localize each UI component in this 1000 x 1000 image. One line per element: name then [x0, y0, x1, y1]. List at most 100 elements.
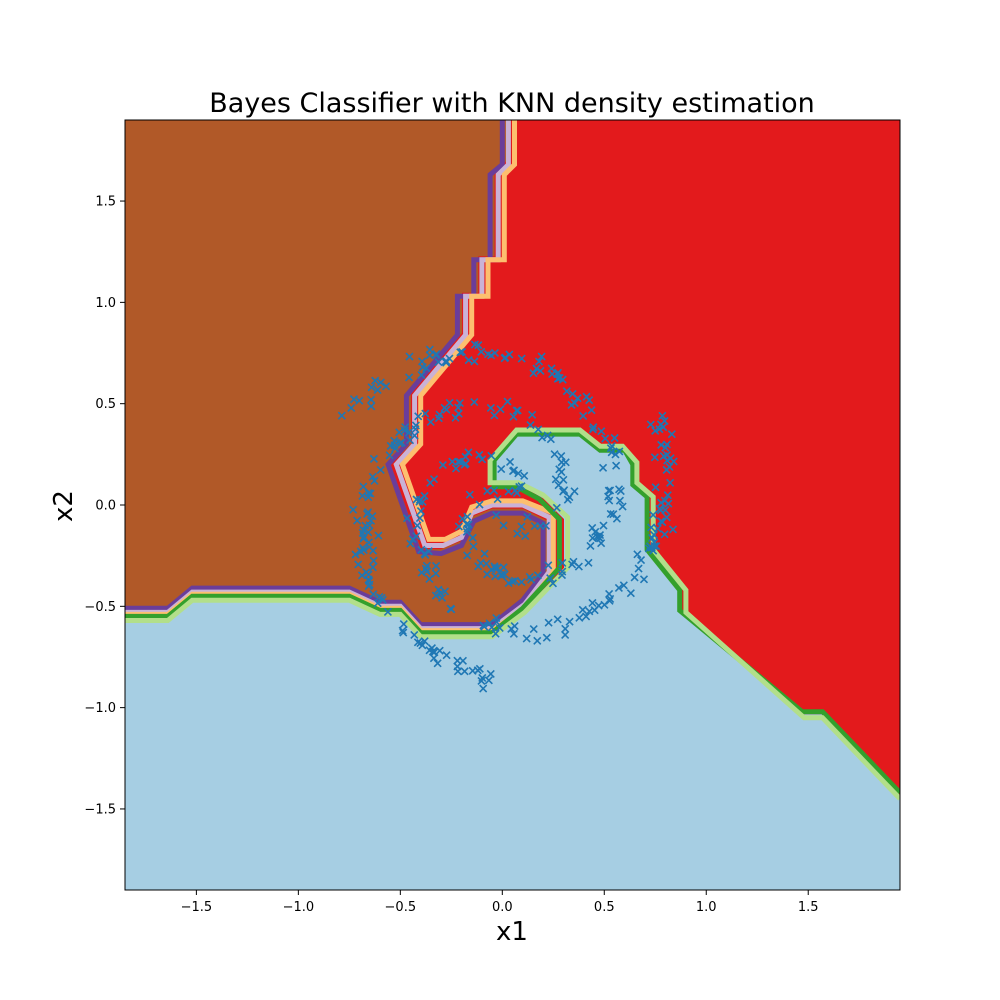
data-point	[431, 569, 440, 578]
data-point	[347, 403, 356, 413]
data-point	[510, 622, 519, 631]
data-point	[555, 465, 564, 474]
data-point	[497, 570, 506, 579]
data-point	[477, 347, 486, 356]
data-point	[534, 357, 544, 366]
data-point	[660, 530, 669, 539]
data-point	[417, 568, 426, 577]
data-point	[349, 395, 359, 404]
data-point	[484, 676, 493, 685]
y-tick-label: 1.0	[95, 296, 116, 311]
data-point	[650, 542, 659, 551]
data-point	[491, 629, 500, 638]
data-point	[558, 567, 567, 576]
data-point	[610, 433, 619, 443]
data-point	[599, 521, 608, 530]
data-point	[662, 440, 671, 449]
data-point	[669, 457, 678, 466]
data-point	[371, 376, 380, 385]
data-point	[528, 410, 537, 419]
data-point	[662, 513, 671, 522]
data-point	[485, 619, 494, 628]
data-point	[369, 454, 378, 463]
data-point	[509, 412, 518, 421]
data-point	[405, 352, 414, 361]
data-point	[652, 542, 661, 551]
data-point	[533, 571, 542, 580]
decision-regions	[125, 120, 900, 890]
data-point	[546, 435, 555, 444]
data-point	[408, 535, 417, 544]
data-point	[517, 522, 526, 531]
data-point	[497, 465, 506, 474]
x-axis-label: x1	[496, 917, 528, 947]
data-point	[578, 605, 587, 614]
x-tick-label: −1.0	[283, 900, 315, 915]
data-point	[455, 457, 464, 466]
data-point	[666, 478, 675, 487]
data-point	[429, 654, 438, 663]
data-point	[525, 572, 534, 582]
data-point	[421, 550, 430, 559]
data-point	[533, 636, 542, 645]
data-point	[425, 574, 434, 584]
data-point	[432, 561, 441, 570]
data-point	[649, 510, 658, 519]
data-point	[463, 512, 472, 521]
data-point	[503, 397, 512, 406]
data-point	[508, 577, 517, 586]
data-point	[547, 364, 556, 373]
y-tick-label: −1.0	[84, 701, 116, 716]
data-point	[404, 428, 413, 437]
data-point	[357, 571, 367, 580]
data-point	[492, 511, 501, 520]
y-tick-label: 0.5	[95, 397, 116, 412]
data-point	[442, 651, 451, 660]
data-point	[429, 475, 439, 484]
data-point	[553, 615, 562, 624]
data-point	[399, 628, 408, 637]
data-point	[479, 684, 488, 693]
data-point	[495, 623, 504, 632]
data-point	[651, 483, 660, 492]
data-point	[586, 541, 595, 550]
data-point	[521, 532, 530, 541]
data-point	[605, 589, 614, 599]
data-point	[552, 503, 561, 512]
data-point	[509, 629, 518, 638]
data-point	[565, 617, 574, 626]
data-point	[433, 659, 442, 668]
data-point	[651, 426, 660, 435]
data-point	[435, 410, 444, 419]
data-point	[618, 502, 627, 511]
data-point	[434, 358, 443, 367]
data-point	[656, 517, 666, 526]
x-tick-label: 0.5	[594, 900, 615, 915]
data-point	[501, 353, 510, 362]
data-point	[513, 529, 522, 538]
data-point	[619, 581, 628, 590]
data-point	[487, 451, 496, 460]
data-point	[376, 465, 385, 475]
data-point	[460, 460, 469, 469]
data-point	[386, 441, 395, 451]
data-point	[616, 487, 625, 496]
data-point	[639, 575, 649, 584]
data-point	[490, 411, 499, 420]
data-point	[553, 374, 562, 383]
data-point	[457, 347, 467, 356]
data-point	[570, 398, 579, 408]
data-point	[376, 378, 385, 387]
data-point	[366, 516, 376, 525]
data-point	[532, 364, 541, 373]
data-point	[464, 520, 473, 529]
data-point	[453, 667, 462, 676]
data-point	[454, 522, 463, 531]
data-point	[537, 352, 546, 361]
data-point	[406, 539, 415, 548]
data-point	[368, 512, 377, 521]
data-point	[414, 412, 423, 421]
data-point	[647, 533, 657, 542]
data-point	[636, 555, 646, 565]
